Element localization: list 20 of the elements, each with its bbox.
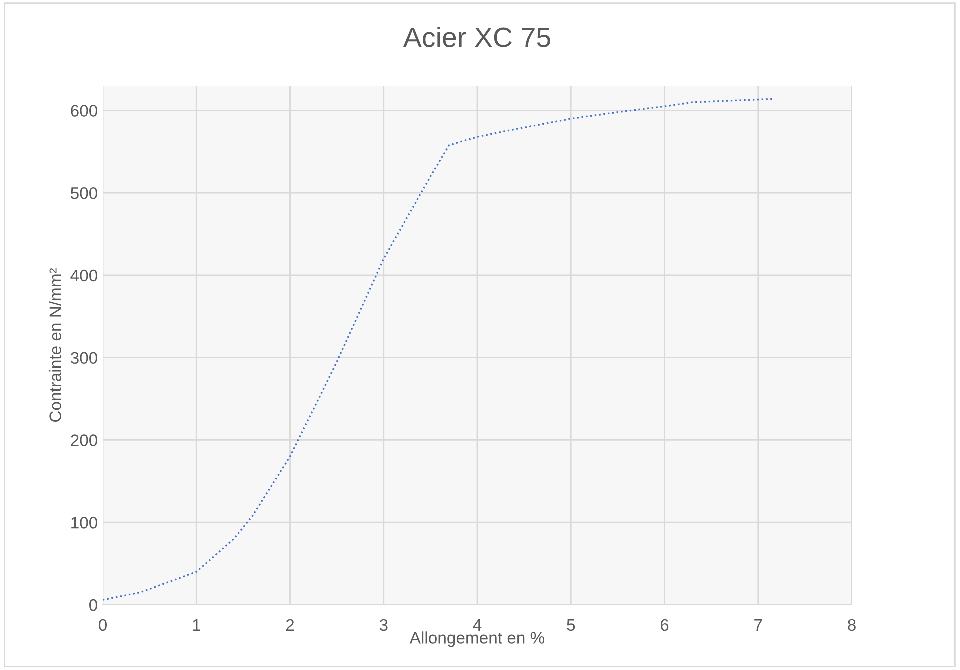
line-series: [103, 98, 774, 601]
y-tick-label: 500: [71, 187, 98, 200]
x-tick-label: 5: [567, 620, 576, 632]
x-tick-label: 1: [193, 620, 200, 631]
y-axis-title: Contrainte en N/mm²: [49, 268, 62, 422]
x-axis-title: Allongement en %: [410, 632, 545, 648]
y-tick-label: 400: [70, 270, 98, 282]
y-tick-label: 0: [90, 599, 98, 612]
x-tick-label: 2: [286, 619, 294, 631]
y-tick-label: 600: [71, 105, 98, 117]
x-tick-label: 0: [99, 619, 107, 632]
x-tick-label: 3: [380, 619, 388, 632]
chart-title: Acier XC 75: [403, 27, 550, 48]
x-tick-label: 4: [473, 620, 482, 631]
y-tick-label: 100: [72, 517, 98, 529]
x-tick-label: 7: [754, 620, 762, 631]
x-tick-label: 8: [848, 619, 856, 632]
y-tick-label: 200: [71, 434, 98, 446]
y-tick-label: 300: [70, 352, 98, 364]
x-tick-label: 6: [660, 619, 669, 632]
